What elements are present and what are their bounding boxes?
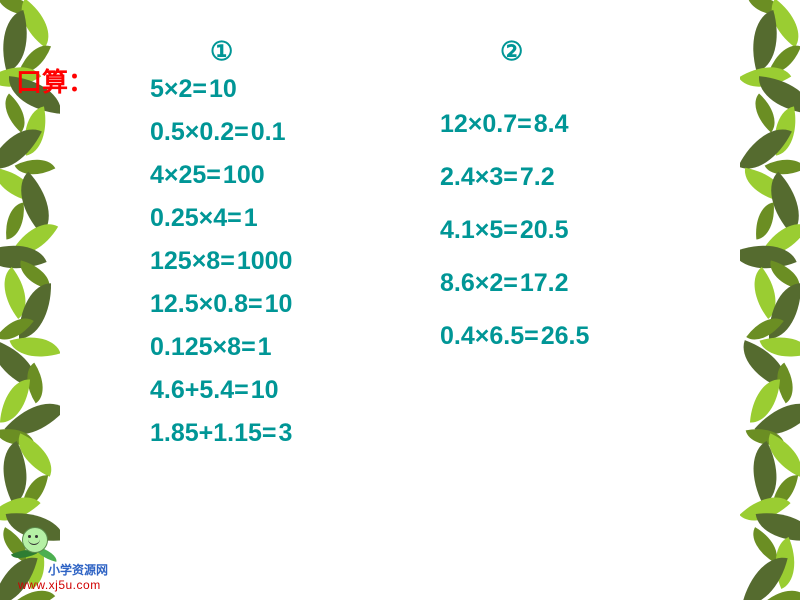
equation-answer: 100 — [223, 161, 265, 190]
logo-icon — [16, 525, 56, 565]
equation-column-2: 12×0.7= 8.42.4×3= 7.24.1×5= 20.58.6×2= 1… — [440, 110, 589, 375]
column-marker-1: ① — [210, 36, 233, 67]
equation-answer: 1 — [244, 204, 258, 233]
equation-answer: 10 — [251, 376, 279, 405]
equation-expression: 4.1×5= — [440, 216, 518, 245]
equation-row: 125×8= 1000 — [150, 247, 292, 276]
equation-expression: 0.25×4= — [150, 204, 242, 233]
equation-expression: 12×0.7= — [440, 110, 532, 139]
equation-answer: 8.4 — [534, 110, 569, 139]
equation-row: 4.1×5= 20.5 — [440, 216, 589, 245]
equation-expression: 12.5×0.8= — [150, 290, 263, 319]
logo-name: 小学资源网 — [48, 561, 108, 578]
equation-answer: 10 — [265, 290, 293, 319]
equation-row: 8.6×2= 17.2 — [440, 269, 589, 298]
equation-answer: 1 — [258, 333, 272, 362]
equation-row: 0.25×4= 1 — [150, 204, 292, 233]
equation-expression: 5×2= — [150, 75, 207, 104]
equation-expression: 125×8= — [150, 247, 235, 276]
equation-expression: 8.6×2= — [440, 269, 518, 298]
equation-expression: 0.5×0.2= — [150, 118, 249, 147]
column-marker-2: ② — [500, 36, 523, 67]
page-title: 口算： — [16, 62, 94, 99]
equation-expression: 1.85+1.15= — [150, 419, 277, 448]
equation-expression: 2.4×3= — [440, 163, 518, 192]
equation-row: 12.5×0.8= 10 — [150, 290, 292, 319]
page-background — [0, 0, 800, 600]
equation-expression: 0.4×6.5= — [440, 322, 539, 351]
equation-row: 2.4×3= 7.2 — [440, 163, 589, 192]
equation-expression: 4.6+5.4= — [150, 376, 249, 405]
equation-row: 12×0.7= 8.4 — [440, 110, 589, 139]
equation-answer: 0.1 — [251, 118, 286, 147]
equation-expression: 4×25= — [150, 161, 221, 190]
equation-row: 0.4×6.5= 26.5 — [440, 322, 589, 351]
equation-answer: 10 — [209, 75, 237, 104]
equation-answer: 7.2 — [520, 163, 555, 192]
equation-answer: 1000 — [237, 247, 293, 276]
equation-row: 0.125×8= 1 — [150, 333, 292, 362]
leaf-border-right — [740, 0, 800, 600]
equation-answer: 3 — [279, 419, 293, 448]
equation-row: 0.5×0.2=0.1 — [150, 118, 292, 147]
equation-answer: 17.2 — [520, 269, 569, 298]
equation-row: 5×2=10 — [150, 75, 292, 104]
equation-row: 4×25= 100 — [150, 161, 292, 190]
site-logo: 小学资源网 www.xj5u.com — [18, 525, 108, 592]
equation-expression: 0.125×8= — [150, 333, 256, 362]
equation-row: 1.85+1.15= 3 — [150, 419, 292, 448]
equation-answer: 26.5 — [541, 322, 590, 351]
logo-url: www.xj5u.com — [18, 578, 101, 592]
equation-answer: 20.5 — [520, 216, 569, 245]
equation-row: 4.6+5.4= 10 — [150, 376, 292, 405]
equation-column-1: 5×2=100.5×0.2=0.14×25= 1000.25×4= 1125×8… — [150, 75, 292, 462]
